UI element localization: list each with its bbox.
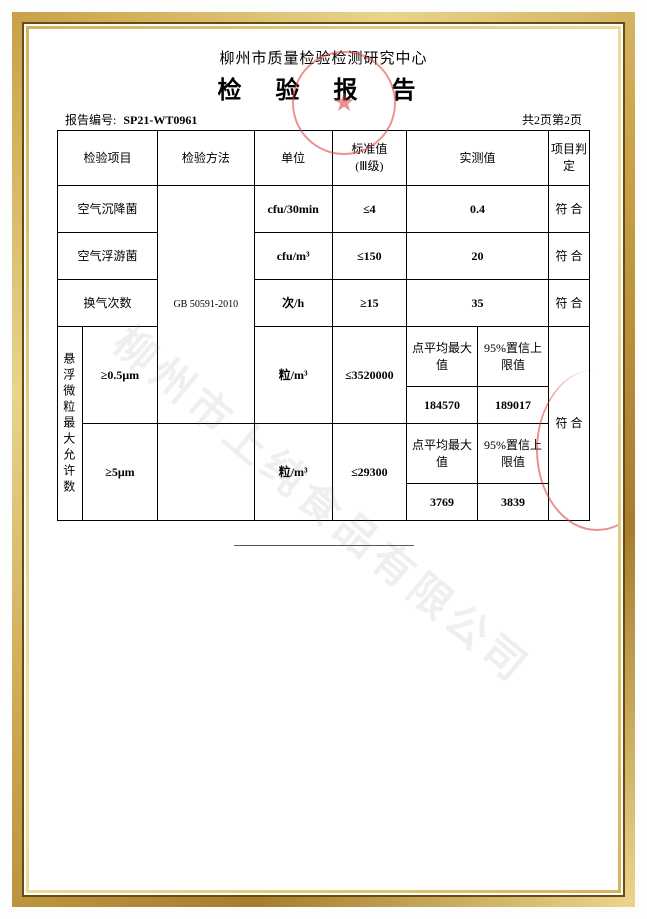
cell-group-label: 悬浮微粒最大允许数 bbox=[58, 327, 83, 521]
gold-frame-inner: 柳州市上纯食品有限公司 柳州市质量检验检测研究中心 检 验 报 告 报告编号: … bbox=[26, 26, 621, 893]
th-item: 检验项目 bbox=[58, 131, 158, 186]
cell-val-a: 3769 bbox=[407, 484, 478, 521]
cell-judge: 符 合 bbox=[549, 186, 590, 233]
cell-judge: 符 合 bbox=[549, 280, 590, 327]
th-standard-text: 标准值 bbox=[351, 142, 387, 156]
table-row: 换气次数 次/h ≥15 35 符 合 bbox=[58, 280, 590, 327]
end-rule bbox=[234, 545, 414, 546]
cell-unit: 粒/m³ bbox=[254, 424, 332, 521]
table-row: 空气沉降菌 GB 50591-2010 cfu/30min ≤4 0.4 符 合 bbox=[58, 186, 590, 233]
table-row: 空气浮游菌 cfu/m³ ≤150 20 符 合 bbox=[58, 233, 590, 280]
cell-subhead-b: 95%置信上限值 bbox=[478, 424, 549, 484]
cell-val-b: 3839 bbox=[478, 484, 549, 521]
gold-frame-outer: 柳州市上纯食品有限公司 柳州市质量检验检测研究中心 检 验 报 告 报告编号: … bbox=[12, 12, 635, 907]
cell-std: ≥15 bbox=[332, 280, 406, 327]
report-meta-row: 报告编号: SP21-WT0961 共2页第2页 bbox=[65, 111, 582, 128]
th-standard-sub: (Ⅲ级) bbox=[355, 159, 383, 173]
cell-item: 换气次数 bbox=[58, 280, 158, 327]
cell-actual: 35 bbox=[407, 280, 549, 327]
cell-std: ≤4 bbox=[332, 186, 406, 233]
table-row: 悬浮微粒最大允许数 ≥0.5μm 粒/m³ ≤3520000 点平均最大值 95… bbox=[58, 327, 590, 387]
inspection-table: 检验项目 检验方法 单位 标准值 (Ⅲ级) 实测值 项目判定 空气沉降菌 GB … bbox=[57, 130, 590, 521]
cell-actual: 0.4 bbox=[407, 186, 549, 233]
report-no: 报告编号: SP21-WT0961 bbox=[65, 111, 197, 128]
cell-judge: 符 合 bbox=[549, 327, 590, 521]
page-info: 共2页第2页 bbox=[522, 111, 582, 128]
report-no-value: SP21-WT0961 bbox=[123, 113, 197, 127]
cell-std: ≤150 bbox=[332, 233, 406, 280]
th-judge: 项目判定 bbox=[549, 131, 590, 186]
cell-judge: 符 合 bbox=[549, 233, 590, 280]
cell-unit: cfu/m³ bbox=[254, 233, 332, 280]
cell-val-b: 189017 bbox=[478, 387, 549, 424]
table-row: ≥5μm 粒/m³ ≤29300 点平均最大值 95%置信上限值 bbox=[58, 424, 590, 484]
group-label-text: 悬浮微粒最大允许数 bbox=[60, 346, 77, 502]
cell-std: ≤3520000 bbox=[332, 327, 406, 424]
report-title: 检 验 报 告 bbox=[57, 70, 590, 105]
center-name: 柳州市质量检验检测研究中心 bbox=[57, 47, 590, 68]
report-no-label: 报告编号: bbox=[65, 113, 116, 127]
cell-subhead-a: 点平均最大值 bbox=[407, 327, 478, 387]
table-head-row: 检验项目 检验方法 单位 标准值 (Ⅲ级) 实测值 项目判定 bbox=[58, 131, 590, 186]
cell-unit: 粒/m³ bbox=[254, 327, 332, 424]
cell-val-a: 184570 bbox=[407, 387, 478, 424]
cell-item: 空气沉降菌 bbox=[58, 186, 158, 233]
cell-size: ≥5μm bbox=[83, 424, 158, 521]
cell-unit: 次/h bbox=[254, 280, 332, 327]
report-header: 柳州市质量检验检测研究中心 检 验 报 告 bbox=[57, 47, 590, 105]
th-standard: 标准值 (Ⅲ级) bbox=[332, 131, 406, 186]
cell-std: ≤29300 bbox=[332, 424, 406, 521]
th-method: 检验方法 bbox=[158, 131, 255, 186]
cell-method: GB 50591-2010 bbox=[158, 186, 255, 424]
cell-actual: 20 bbox=[407, 233, 549, 280]
cell-method-blank bbox=[158, 424, 255, 521]
cell-item: 空气浮游菌 bbox=[58, 233, 158, 280]
cell-size: ≥0.5μm bbox=[83, 327, 158, 424]
th-unit: 单位 bbox=[254, 131, 332, 186]
cell-subhead-b: 95%置信上限值 bbox=[478, 327, 549, 387]
th-actual: 实测值 bbox=[407, 131, 549, 186]
cell-unit: cfu/30min bbox=[254, 186, 332, 233]
cell-subhead-a: 点平均最大值 bbox=[407, 424, 478, 484]
